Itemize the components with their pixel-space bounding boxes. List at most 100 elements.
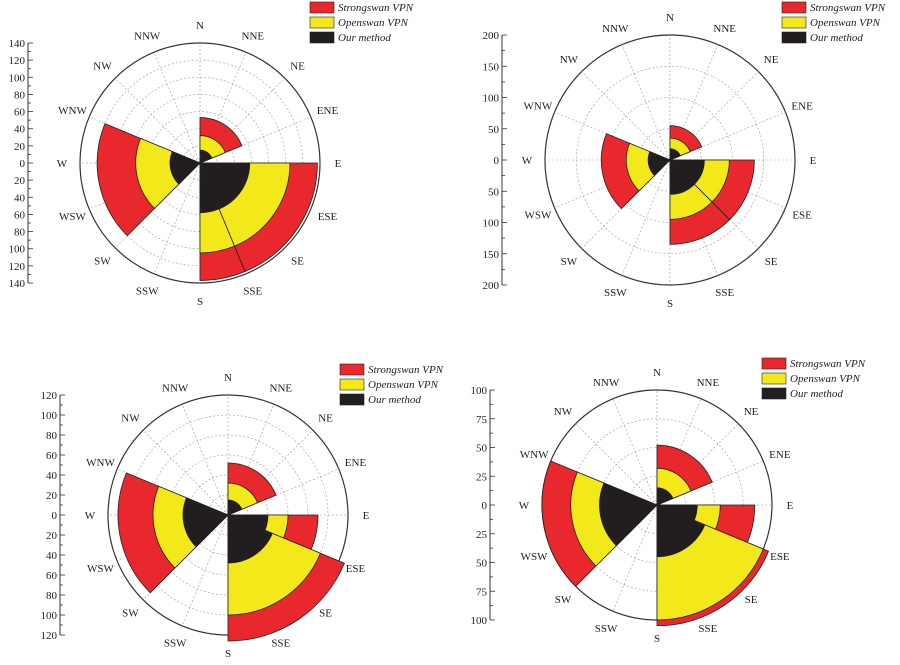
- legend-label: Openswan VPN: [338, 17, 409, 29]
- direction-label: ENE: [791, 100, 813, 112]
- grid-spoke: [142, 429, 229, 516]
- axis-tick-label: 20: [14, 175, 26, 187]
- direction-label: WNW: [524, 100, 553, 112]
- axis-tick-label: 100: [41, 610, 58, 622]
- direction-label: W: [519, 500, 530, 512]
- legend-swatch: [781, 16, 807, 29]
- axis-tick-label: 0: [52, 510, 58, 522]
- direction-label: NNW: [162, 383, 189, 395]
- direction-label: ENE: [317, 105, 339, 117]
- axis-tick-label: 60: [14, 209, 26, 221]
- legend-swatch: [309, 31, 335, 44]
- axis-tick-label: 0: [494, 155, 500, 167]
- direction-label: SSE: [715, 287, 734, 299]
- grid-spoke: [612, 398, 658, 506]
- legend-label: Strongswan VPN: [338, 2, 414, 14]
- legend: Strongswan VPN Openswan VPN Our method: [781, 1, 886, 44]
- axis-tick-label: 0: [20, 158, 26, 170]
- axis-tick-label: 25: [476, 471, 488, 483]
- axis-tick-label: 75: [476, 414, 488, 426]
- legend-swatch: [339, 378, 365, 391]
- axis-tick-label: 100: [471, 385, 488, 397]
- axis-tick-label: 100: [9, 244, 26, 256]
- axis-tick-label: 150: [483, 249, 500, 261]
- axis-tick-label: 50: [488, 186, 500, 198]
- direction-label: N: [666, 12, 674, 24]
- direction-label: NE: [318, 412, 333, 424]
- direction-label: SSW: [604, 287, 627, 299]
- axis-tick-label: 75: [476, 586, 488, 598]
- direction-label: NE: [744, 406, 759, 418]
- axis-tick-label: 140: [9, 278, 26, 290]
- grid-spoke: [581, 71, 671, 161]
- legend-swatch: [309, 16, 335, 29]
- direction-label: NNW: [602, 23, 629, 35]
- axis-tick-label: 20: [46, 530, 58, 542]
- axis-tick-label: 200: [483, 30, 500, 42]
- direction-label: NE: [764, 54, 779, 66]
- direction-label: NW: [560, 54, 579, 66]
- legend: Strongswan VPN Openswan VPN Our method: [761, 357, 866, 400]
- legend-swatch: [761, 372, 787, 385]
- axis-tick-label: 120: [41, 630, 58, 642]
- grid-spoke: [621, 159, 671, 276]
- direction-label: NW: [554, 406, 573, 418]
- openswan-bar-sector-4: [625, 142, 671, 192]
- axis-tick-label: 120: [9, 261, 26, 273]
- direction-label: SSW: [136, 285, 159, 297]
- direction-label: NNE: [713, 23, 736, 35]
- direction-label: ENE: [345, 457, 367, 469]
- axis-tick-label: 25: [476, 529, 488, 541]
- direction-label: SW: [94, 256, 111, 268]
- ours-bar-sector-3: [199, 162, 220, 214]
- legend-swatch: [781, 1, 807, 14]
- direction-label: S: [667, 298, 673, 310]
- direction-label: NW: [121, 412, 140, 424]
- direction-label: SW: [122, 608, 139, 620]
- direction-label: WSW: [87, 563, 115, 575]
- direction-label: NNE: [242, 31, 265, 43]
- direction-label: SSE: [243, 285, 262, 297]
- direction-label: S: [197, 296, 203, 308]
- axis-tick-label: 40: [14, 124, 26, 136]
- direction-label: E: [335, 158, 342, 170]
- legend-label: Strongswan VPN: [790, 358, 866, 370]
- direction-label: WSW: [59, 211, 87, 223]
- axis-tick-label: 40: [46, 470, 58, 482]
- grid-spoke: [114, 77, 201, 164]
- ours-bar-sector-1: [199, 149, 213, 164]
- grid-spoke: [153, 52, 201, 164]
- direction-label: SSW: [595, 623, 618, 635]
- legend-swatch: [781, 31, 807, 44]
- direction-label: ESE: [792, 210, 812, 222]
- axis-tick-label: 100: [9, 72, 26, 84]
- legend-label: Strongswan VPN: [368, 364, 444, 376]
- axis-tick-label: 50: [476, 443, 488, 455]
- axis-tick-label: 100: [41, 410, 58, 422]
- direction-label: SSE: [271, 637, 290, 649]
- ours-bar-sector-4: [182, 497, 229, 548]
- direction-label: W: [57, 158, 68, 170]
- direction-label: SW: [555, 594, 572, 606]
- direction-label: NNW: [593, 377, 620, 389]
- axis-tick-label: 80: [14, 89, 26, 101]
- direction-label: ESE: [346, 563, 366, 575]
- legend-label: Openswan VPN: [810, 17, 881, 29]
- direction-label: WNW: [520, 449, 549, 461]
- legend-label: Strongswan VPN: [810, 2, 886, 14]
- axis-tick-label: 80: [14, 227, 26, 239]
- axis-tick-label: 60: [46, 570, 58, 582]
- direction-label: W: [85, 510, 96, 522]
- ours-bar-sector-4: [169, 150, 201, 185]
- legend-label: Our method: [338, 32, 391, 44]
- grid-spoke: [575, 423, 658, 506]
- direction-label: ENE: [769, 449, 791, 461]
- radial-axis: 200 150 100 50 0 50 100 150 200: [483, 30, 507, 292]
- direction-label: SSE: [698, 623, 717, 635]
- axis-tick-label: 200: [483, 280, 500, 292]
- legend-swatch: [761, 387, 787, 400]
- legend-label: Openswan VPN: [368, 379, 439, 391]
- axis-tick-label: 40: [14, 192, 26, 204]
- wind-rose-panel-2: N NNE NE ENE E ESE SE SSE S SSW SW WSW W WNW NW NNW 200 1…: [483, 1, 886, 310]
- direction-label: E: [363, 510, 370, 522]
